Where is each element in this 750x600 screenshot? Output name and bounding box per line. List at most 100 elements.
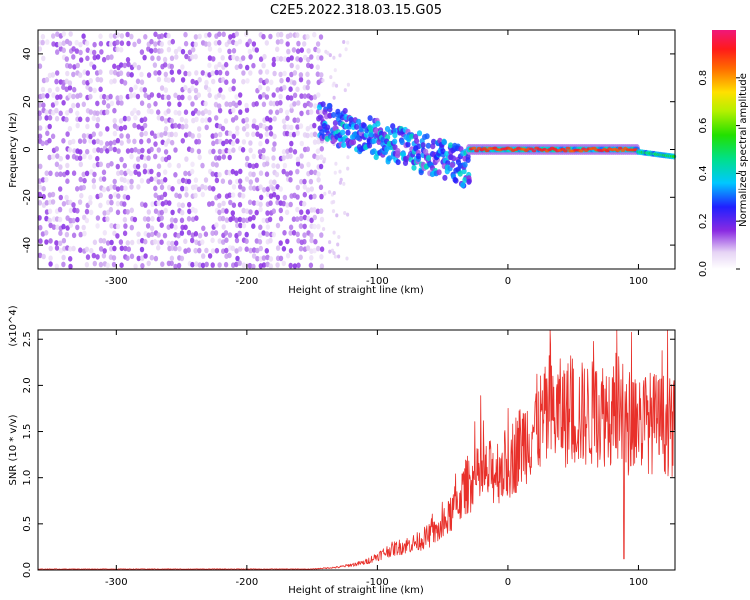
spectrogram-cell (48, 261, 53, 267)
snr-y-ticks: 0.0 0.5 1.0 1.5 2.0 2.5 (22, 331, 675, 578)
spectrogram-cell (484, 149, 490, 153)
spectrogram-cell (405, 141, 411, 148)
spectrogram-cell (79, 192, 84, 199)
spectrogram-cell (241, 55, 246, 61)
spectrogram-cell (241, 118, 246, 124)
spectrogram-cell (156, 245, 161, 251)
spectrogram-cell (146, 138, 151, 144)
spectrogram-cell (136, 110, 141, 116)
spectrogram-cell (123, 223, 128, 229)
spectrogram-cell (254, 162, 259, 169)
spectrogram-cell (91, 178, 97, 184)
spectrogram-cell (119, 100, 124, 106)
spectrogram-cell (48, 255, 53, 261)
spectrogram-cell (285, 171, 290, 177)
spectrogram-cell (295, 56, 300, 62)
spectrogram-cell (315, 154, 320, 161)
spectrogram-cell (228, 86, 233, 93)
spectrogram-cell (207, 62, 212, 69)
spectrogram-cell (331, 209, 336, 214)
colorbar-tick-label: 0.0 (698, 261, 709, 277)
spectrogram-cell (37, 178, 42, 184)
spectrogram-cell (278, 186, 283, 192)
spectrogram-cell (231, 184, 237, 190)
spectrogram-cell (119, 262, 124, 269)
spectrogram-cell (367, 115, 373, 122)
spectrogram-cell (167, 184, 172, 191)
spectrogram-cell (38, 238, 43, 244)
spectrogram-cell (193, 247, 198, 254)
colorbar-tick-label: 0.2 (698, 213, 709, 229)
spectrogram-cell (173, 217, 178, 224)
spectrogram-cell (258, 133, 263, 139)
spectrogram-cell (166, 77, 171, 83)
spectrogram-cell (265, 186, 270, 192)
spectrogram-cell (153, 141, 158, 147)
spectrogram-cell (272, 133, 277, 140)
spectrogram-cell (115, 163, 121, 170)
spectrogram-cell (309, 132, 314, 138)
spectrogram-cell (186, 229, 192, 236)
spectrogram-cell (425, 155, 432, 161)
spectrogram-cell (399, 139, 405, 146)
spectrogram-cell (98, 192, 104, 199)
spectrogram-cell (207, 109, 212, 116)
spectrogram-cell (81, 79, 87, 86)
spectrogram-cell (122, 62, 128, 69)
spectrogram-cell (94, 70, 100, 76)
spectrogram-cell (309, 186, 314, 192)
spectrogram-cell (78, 92, 83, 99)
spectrogram-cell (126, 246, 131, 252)
spectrogram-cell (122, 162, 128, 169)
spectrogram-cell (305, 34, 310, 40)
spectrogram-cell (268, 237, 273, 244)
spectrogram-cell (288, 224, 294, 231)
spectrogram-cell (305, 132, 310, 139)
spectrogram-cell (251, 200, 257, 206)
spectrogram-cell (72, 148, 77, 154)
spectrogram-cell (420, 142, 426, 149)
spectrogram-cell (65, 162, 70, 169)
spectrogram-cell (91, 131, 97, 137)
spectrogram-cell (565, 146, 571, 150)
spectrogram-cell (118, 70, 124, 76)
spectrogram-cell (231, 54, 236, 61)
spectrogram-cell (44, 77, 50, 83)
spectrogram-cell (295, 194, 300, 200)
spectrogram-cell (146, 232, 151, 238)
spectrogram-cell (322, 227, 326, 231)
spectrogram-cell (281, 246, 287, 252)
spectrogram-cell (126, 115, 131, 122)
spectrogram-cell (92, 41, 97, 48)
spectrogram-cell (58, 110, 63, 117)
spectrogram-cell (255, 247, 260, 254)
spectrogram-cell (57, 216, 63, 223)
spectrogram-cell (415, 153, 422, 160)
spectrogram-cell (272, 179, 277, 185)
y-tick-label: 0 (22, 146, 33, 152)
spectrogram-cell (224, 130, 230, 136)
spectrogram-cell (190, 216, 196, 223)
spectrogram-cell (275, 32, 281, 38)
spectrogram-cell (176, 162, 181, 169)
spectrogram-cell (244, 238, 249, 244)
spectrogram-cell (230, 215, 236, 221)
spectrogram-cell (156, 147, 161, 153)
spectrogram-cell (268, 179, 274, 185)
spectrogram-cell (115, 39, 120, 46)
spectrogram-cell (295, 216, 300, 222)
spectrogram-cell (88, 93, 93, 100)
spectrogram-cell (207, 32, 212, 38)
x-tick-label: -100 (366, 577, 389, 588)
spectrogram-cell (92, 147, 97, 154)
spectrogram-cell (150, 231, 155, 238)
spectrogram-cell (416, 130, 423, 137)
spectrogram-cell (163, 71, 168, 78)
spectrogram-cell (221, 140, 226, 147)
spectrogram-cell (153, 208, 159, 214)
spectrogram-cell (217, 193, 222, 199)
spectrogram-cell (81, 224, 86, 231)
spectrogram-cell (179, 230, 185, 236)
spectrogram-cell (162, 56, 168, 63)
spectrogram-cell (197, 126, 202, 132)
